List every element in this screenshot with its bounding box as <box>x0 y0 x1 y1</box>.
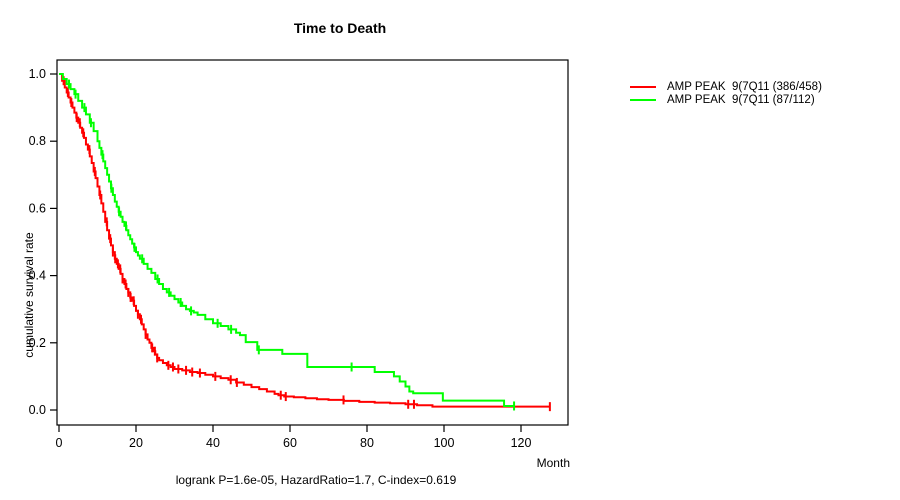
survival-curve-green <box>59 73 515 407</box>
y-axis-label: cumulative survival rate <box>22 232 36 358</box>
stats-annotation: logrank P=1.6e-05, HazardRatio=1.7, C-in… <box>175 473 457 487</box>
legend-label-green: AMP PEAK 9(7Q11 (87/112) <box>667 93 815 106</box>
y-tick-label: 0.2 <box>29 336 46 350</box>
y-tick-label: 1.0 <box>29 67 46 81</box>
plot-area: 0 20 40 60 80 100 120 0.0 0.2 0.4 0.6 0.8 1.0 <box>29 59 569 450</box>
x-tick-label: 100 <box>434 436 455 450</box>
x-tick-label: 40 <box>206 436 220 450</box>
legend: AMP PEAK 9(7Q11 (386/458) AMP PEAK 9(7Q1… <box>630 80 822 106</box>
legend-entry-green: AMP PEAK 9(7Q11 (87/112) <box>630 93 822 106</box>
legend-label-red: AMP PEAK 9(7Q11 (386/458) <box>667 80 822 93</box>
plot-frame <box>56 59 569 426</box>
legend-line-green-icon <box>630 98 656 101</box>
y-tick-label: 0.6 <box>29 201 46 215</box>
survival-curve-red <box>59 73 550 408</box>
chart-title: Time to Death <box>293 20 387 36</box>
x-axis-label: Month <box>537 456 570 470</box>
x-tick-label: 60 <box>283 436 297 450</box>
y-tick-label: 0.0 <box>29 403 46 417</box>
y-tick-label: 0.8 <box>29 134 46 148</box>
x-tick-label: 80 <box>360 436 374 450</box>
y-tick-label: 0.4 <box>29 269 46 283</box>
legend-line-red-icon <box>630 85 656 88</box>
x-tick-label: 20 <box>129 436 143 450</box>
legend-entry-red: AMP PEAK 9(7Q11 (386/458) <box>630 80 822 93</box>
x-tick-label: 0 <box>56 436 63 450</box>
x-tick-label: 120 <box>511 436 532 450</box>
